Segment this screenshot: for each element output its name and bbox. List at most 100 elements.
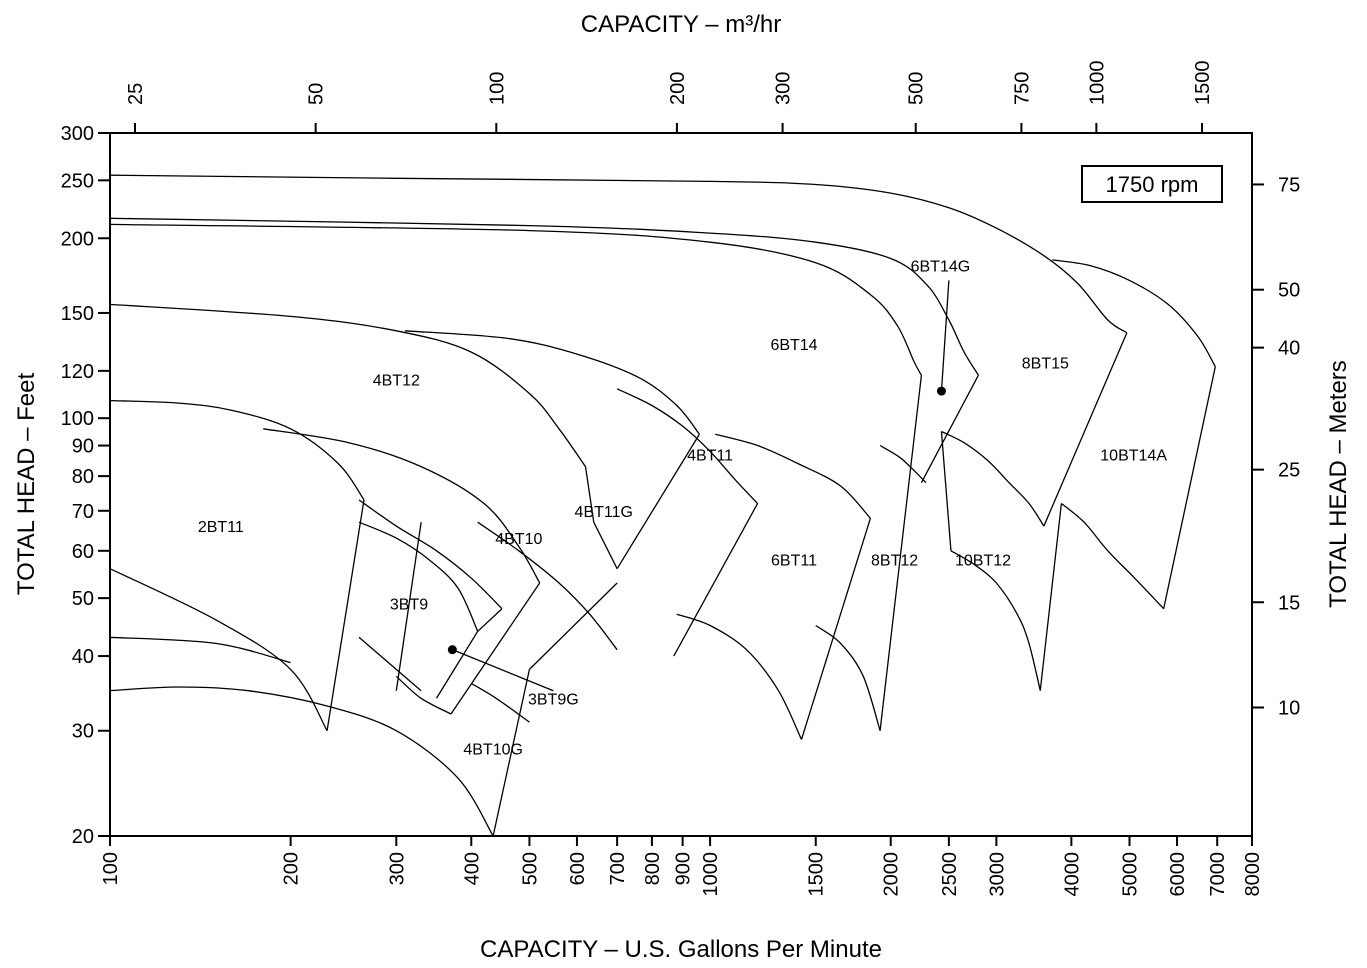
head-curve-3 <box>109 399 365 501</box>
boundary-line-11 <box>800 518 872 740</box>
head-curve-6 <box>263 428 541 584</box>
head-curve-2 <box>109 686 494 837</box>
x-tick-label: 600 <box>567 852 589 885</box>
x-tick-label: 6000 <box>1167 852 1189 897</box>
boundary-line-17 <box>1163 366 1216 609</box>
y-tick-label: 100 <box>61 408 94 430</box>
plot-frame <box>109 132 1253 837</box>
y-tick-label: 60 <box>72 541 94 563</box>
head-curve-1 <box>109 636 291 664</box>
x-tick-label: 8000 <box>1242 852 1264 897</box>
right-axis-title: TOTAL HEAD – Meters <box>1325 360 1352 608</box>
boundary-line-4 <box>450 582 541 715</box>
leader-line-0 <box>452 649 554 692</box>
boundary-line-7 <box>584 466 595 523</box>
y-tick-label: 250 <box>61 170 94 192</box>
y-axis-title: TOTAL HEAD – Feet <box>13 373 40 596</box>
boundary-line-14 <box>940 431 952 551</box>
y-tick-label: 90 <box>72 436 94 458</box>
x-tick-label: 800 <box>642 852 664 885</box>
boundary-line-8 <box>593 521 618 570</box>
head-curve-5 <box>358 521 479 632</box>
top-tick-label: 500 <box>906 72 928 105</box>
x-tick-label: 4000 <box>1061 852 1083 897</box>
head-curve-12 <box>404 330 700 435</box>
x-tick-label: 1000 <box>700 852 722 897</box>
region-label-4bt11g: 4BT11G <box>575 504 633 521</box>
boundary-line-10 <box>673 503 759 657</box>
top-tick-label: 300 <box>773 72 795 105</box>
region-label-8bt15: 8BT15 <box>1022 355 1069 372</box>
x-tick-label: 300 <box>386 852 408 885</box>
y-tick-label: 50 <box>72 588 94 610</box>
right-tick-label: 75 <box>1278 174 1300 196</box>
x-tick-label: 5000 <box>1120 852 1142 897</box>
y-tick-label: 20 <box>72 826 94 848</box>
x-tick-label: 400 <box>461 852 483 885</box>
top-tick-label: 200 <box>667 72 689 105</box>
x-tick-label: 1500 <box>806 852 828 897</box>
boundary-line-1 <box>395 522 422 691</box>
boundary-line-13 <box>920 374 979 483</box>
y-tick-label: 120 <box>61 361 94 383</box>
x-axis-title: CAPACITY – U.S. Gallons Per Minute <box>480 936 882 963</box>
boundary-line-0 <box>326 499 365 731</box>
y-tick-label: 300 <box>61 123 94 145</box>
y-tick-label: 30 <box>72 721 94 743</box>
operating-point-markers <box>447 386 946 655</box>
y-tick-label: 80 <box>72 466 94 488</box>
region-label-4bt10: 4BT10 <box>495 531 542 548</box>
top-axis-title: CAPACITY – m³/hr <box>581 11 781 38</box>
head-curve-15 <box>676 613 803 740</box>
x-tick-label: 500 <box>519 852 541 885</box>
head-curve-20 <box>1052 259 1216 367</box>
head-curve-14 <box>715 433 871 519</box>
x-tick-label: 100 <box>100 852 122 885</box>
boundary-line-9 <box>616 433 700 570</box>
head-curve-4 <box>358 499 503 610</box>
right-tick-label: 40 <box>1278 338 1300 360</box>
y-tick-label: 150 <box>61 303 94 325</box>
top-tick-label: 750 <box>1011 72 1033 105</box>
head-curve-9 <box>395 675 452 715</box>
marker-dot-1 <box>936 386 946 396</box>
head-curve-16 <box>815 624 881 731</box>
head-curve-8 <box>358 636 422 692</box>
top-tick-label: 25 <box>125 83 147 105</box>
top-tick-label: 1500 <box>1192 61 1214 106</box>
x-tick-label: 3000 <box>986 852 1008 897</box>
region-label-3bt9g: 3BT9G <box>528 691 579 708</box>
head-curve-21 <box>879 444 927 484</box>
x-tick-label: 200 <box>281 852 303 885</box>
y-tick-label: 200 <box>61 228 94 250</box>
speed-box: 1750 rpm <box>1081 165 1223 203</box>
x-tick-label: 900 <box>673 852 695 885</box>
region-label-6bt11: 6BT11 <box>771 553 817 570</box>
head-curve-18 <box>109 217 979 376</box>
performance-curves <box>109 174 1216 837</box>
boundary-line-3 <box>477 608 503 632</box>
head-curve-22 <box>941 430 1045 527</box>
region-labels: 2BT11 3BT9 3BT9G 4BT10G 4BT10 4BT12 4BT11G 4BT1… <box>198 259 1167 759</box>
right-tick-label: 10 <box>1278 698 1300 720</box>
region-label-8bt12: 8BT12 <box>871 553 918 570</box>
y-tick-label: 70 <box>72 501 94 523</box>
top-tick-label: 100 <box>486 72 508 105</box>
boundary-line-5 <box>528 582 618 670</box>
right-tick-label: 50 <box>1278 280 1300 302</box>
axis-ticks: 100 200 300 400 500 600 700 800 900 1000 1500 2000 2… <box>61 61 1301 897</box>
right-tick-label: 25 <box>1278 460 1300 482</box>
boundary-line-12 <box>879 375 923 731</box>
boundary-line-15 <box>1039 503 1063 691</box>
region-label-6bt14: 6BT14 <box>770 337 817 354</box>
y-tick-label: 40 <box>72 646 94 668</box>
region-label-6bt14g: 6BT14G <box>911 259 971 276</box>
region-label-10bt12: 10BT12 <box>955 553 1011 570</box>
boundary-line-16 <box>1043 332 1128 527</box>
head-curve-7 <box>477 521 618 651</box>
boundary-line-2 <box>435 630 479 699</box>
top-tick-label: 1000 <box>1086 61 1108 106</box>
head-curve-19 <box>109 174 1128 334</box>
head-curve-24 <box>1060 502 1165 610</box>
